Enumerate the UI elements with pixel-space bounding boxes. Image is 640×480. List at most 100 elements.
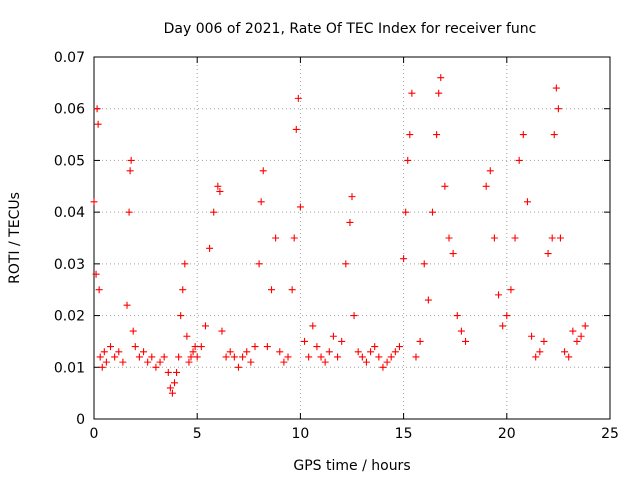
data-point <box>445 234 453 242</box>
data-point <box>416 337 424 345</box>
data-point <box>148 353 156 361</box>
data-point <box>544 250 552 258</box>
data-point <box>272 234 280 242</box>
data-point <box>160 353 168 361</box>
data-point <box>129 327 137 335</box>
data-point <box>387 353 395 361</box>
data-point <box>362 358 370 366</box>
data-point <box>342 260 350 268</box>
data-point <box>371 343 379 351</box>
data-point <box>243 348 251 356</box>
x-tick-label: 0 <box>90 426 99 442</box>
x-tick-label: 25 <box>601 426 619 442</box>
data-point <box>532 353 540 361</box>
data-point <box>102 358 110 366</box>
data-point <box>486 167 494 175</box>
data-point <box>325 348 333 356</box>
data-point <box>187 353 195 361</box>
data-point <box>230 353 238 361</box>
chart-title: Day 006 of 2021, Rate Of TEC Index for r… <box>164 21 537 37</box>
data-point <box>462 337 470 345</box>
data-point <box>367 348 375 356</box>
y-tick-label: 0.01 <box>54 360 85 376</box>
data-point <box>400 255 408 263</box>
data-point <box>226 348 234 356</box>
data-point <box>263 343 271 351</box>
grid <box>94 57 610 419</box>
data-point <box>507 286 515 294</box>
data-point <box>499 322 507 330</box>
data-point <box>428 208 436 216</box>
data-point <box>358 353 366 361</box>
data-point <box>119 358 127 366</box>
data-point <box>98 363 106 371</box>
data-point <box>135 353 143 361</box>
data-point <box>123 301 131 309</box>
data-point <box>420 260 428 268</box>
data-point <box>216 187 224 195</box>
data-point <box>290 234 298 242</box>
data-point <box>406 131 414 139</box>
y-axis-label: ROTI / TECUs <box>7 192 23 284</box>
data-point <box>197 343 205 351</box>
data-point <box>503 312 511 320</box>
data-points <box>90 74 589 397</box>
data-point <box>177 312 185 320</box>
data-point <box>96 353 104 361</box>
data-point <box>550 131 558 139</box>
plot-frame <box>93 56 611 420</box>
data-point <box>95 286 103 294</box>
x-axis-label: GPS time / hours <box>293 458 410 474</box>
data-point <box>214 182 222 190</box>
data-point <box>548 234 556 242</box>
data-point <box>181 260 189 268</box>
y-tick-label: 0.06 <box>54 102 85 118</box>
data-point <box>94 120 102 128</box>
data-point <box>346 218 354 226</box>
data-point <box>206 244 214 252</box>
y-tick-label: 0.05 <box>54 153 85 169</box>
data-point <box>581 322 589 330</box>
data-point <box>556 234 564 242</box>
data-point <box>441 182 449 190</box>
data-point <box>511 234 519 242</box>
data-point <box>457 327 465 335</box>
data-point <box>424 296 432 304</box>
data-point <box>490 234 498 242</box>
y-tick-label: 0.07 <box>54 50 85 66</box>
data-point <box>288 286 296 294</box>
y-tick-label: 0.04 <box>54 205 85 221</box>
data-point <box>379 363 387 371</box>
data-point <box>251 343 259 351</box>
data-point <box>565 353 573 361</box>
data-point <box>144 358 152 366</box>
data-point <box>247 358 255 366</box>
x-tick-label: 5 <box>193 426 202 442</box>
data-point <box>92 270 100 278</box>
data-point <box>268 286 276 294</box>
data-point <box>90 198 98 206</box>
data-point <box>391 348 399 356</box>
data-point <box>152 363 160 371</box>
data-point <box>561 348 569 356</box>
data-point <box>140 348 148 356</box>
data-point <box>156 358 164 366</box>
data-point <box>292 125 300 133</box>
data-point <box>115 348 123 356</box>
data-point <box>317 353 325 361</box>
data-point <box>309 322 317 330</box>
data-point <box>239 353 247 361</box>
y-tick-label: 0.03 <box>54 257 85 273</box>
data-point <box>127 156 135 164</box>
data-point <box>284 353 292 361</box>
data-point <box>222 353 230 361</box>
data-point <box>453 312 461 320</box>
data-point <box>540 337 548 345</box>
data-point <box>296 203 304 211</box>
data-point <box>433 131 441 139</box>
data-point <box>126 167 134 175</box>
data-point <box>338 337 346 345</box>
data-point <box>175 353 183 361</box>
x-tick-label: 15 <box>395 426 413 442</box>
data-point <box>183 332 191 340</box>
